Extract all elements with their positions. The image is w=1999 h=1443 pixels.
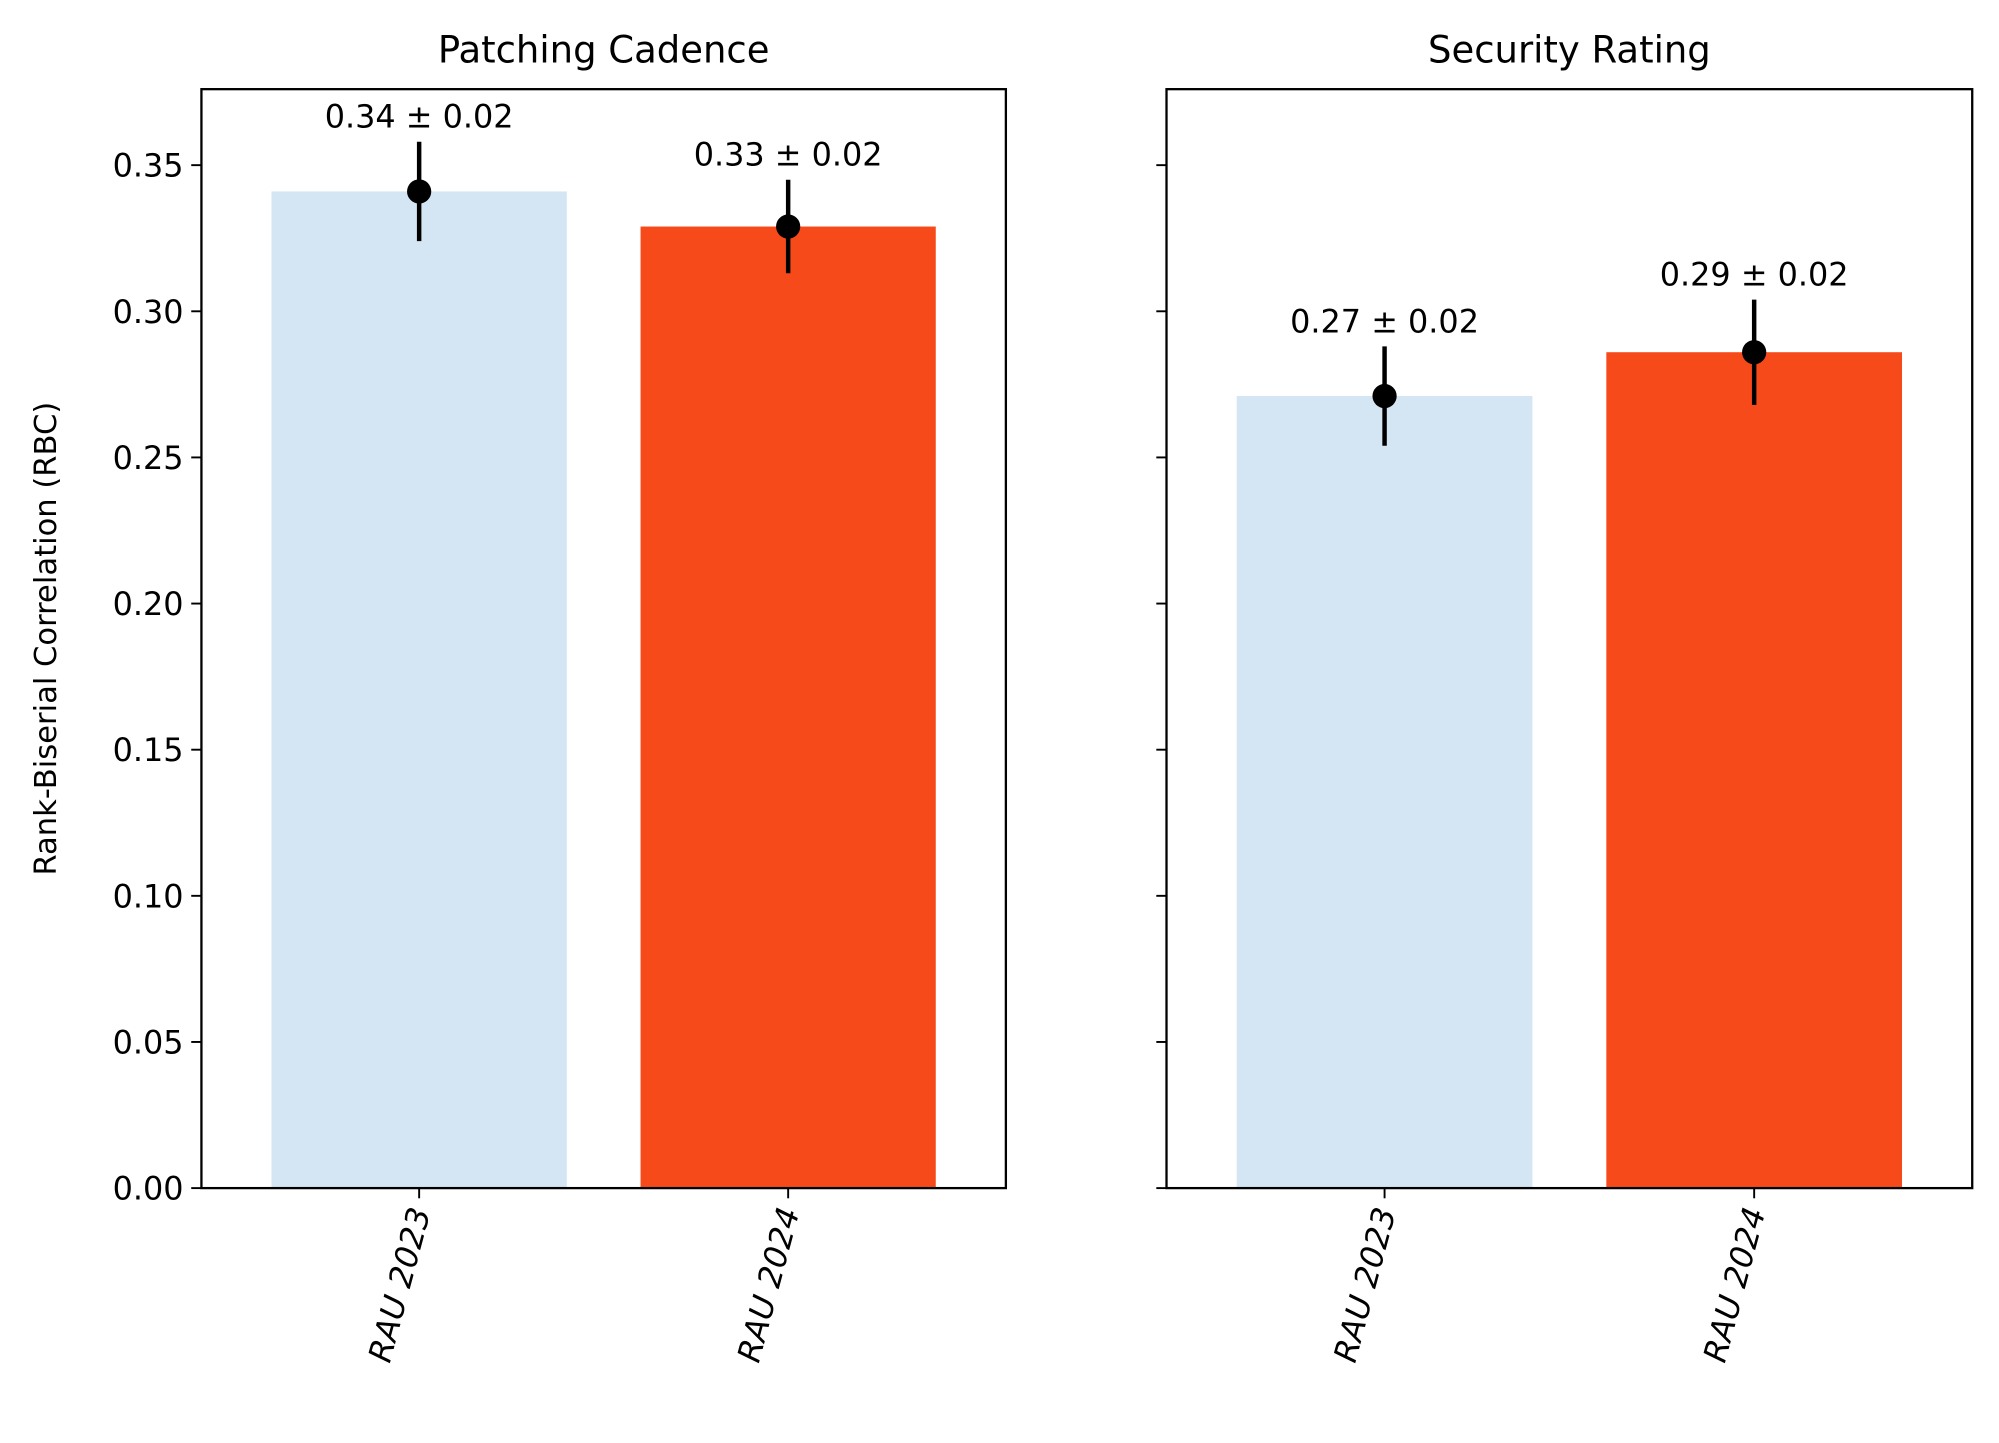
panel-title: Patching Cadence (438, 28, 770, 71)
x-tick-label: RAU 2024 (1696, 1203, 1774, 1366)
panel-patching-cadence: Patching Cadence 0.34 ± 0.02 RAU 2023 0.33 … (113, 28, 1008, 1366)
bar (640, 226, 936, 1189)
panel-title: Security Rating (1428, 28, 1711, 71)
y-tick-label: 0.00 (113, 1170, 184, 1208)
bar-value-label: 0.34 ± 0.02 (325, 98, 514, 136)
y-axis-label: Rank-Biserial Correlation (RBC) (29, 402, 64, 876)
mean-point (1742, 340, 1767, 365)
bar-value-label: 0.27 ± 0.02 (1290, 302, 1479, 340)
bar-value-label: 0.29 ± 0.02 (1660, 256, 1849, 294)
axes-frame (200, 88, 1008, 1190)
y-tick-label: 0.15 (113, 731, 184, 769)
mean-point (407, 179, 432, 204)
y-tick-label: 0.30 (113, 293, 184, 331)
x-tick-label: RAU 2023 (1326, 1203, 1404, 1366)
mean-point (1372, 383, 1397, 409)
y-tick-label: 0.20 (113, 585, 184, 623)
y-tick-label: 0.10 (113, 877, 184, 915)
bar (1236, 396, 1533, 1189)
y-tick-label: 0.05 (113, 1023, 184, 1061)
bar-value-label: 0.33 ± 0.02 (694, 136, 883, 174)
y-tick-label: 0.25 (113, 439, 184, 477)
bar (1606, 352, 1903, 1189)
panel-security-rating: Security Rating 0.27 ± 0.02 RAU 2023 0.29 ±… (1156, 28, 1974, 1366)
x-tick-label: RAU 2024 (730, 1203, 808, 1366)
mean-point (776, 214, 801, 239)
bar (271, 191, 567, 1189)
y-tick-label: 0.35 (113, 147, 184, 185)
axes-frame (1165, 88, 1974, 1190)
x-tick-label: RAU 2023 (361, 1203, 439, 1366)
